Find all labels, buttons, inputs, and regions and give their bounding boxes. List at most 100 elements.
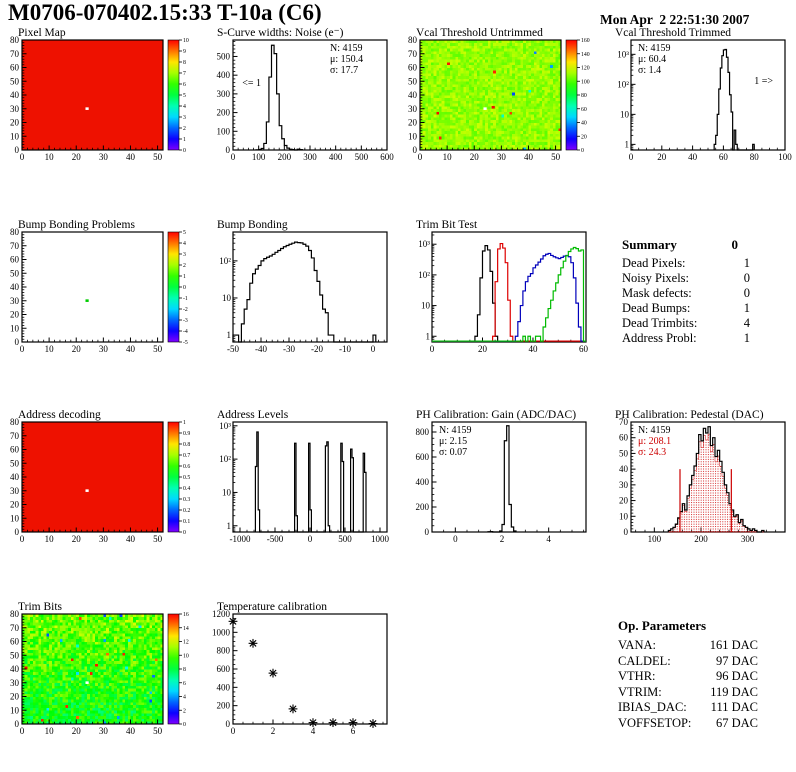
- svg-text:μ: 2.15: μ: 2.15: [439, 436, 467, 447]
- svg-text:200: 200: [416, 502, 430, 512]
- svg-text:Trim Bit Test: Trim Bit Test: [416, 219, 478, 231]
- vcal-untrimmed-chart: Vcal Threshold Untrimmed 0 10 20 30 40 50 0 10 20…: [408, 27, 590, 162]
- svg-text:200: 200: [278, 152, 292, 162]
- op-parameter-row: VTHR: 96 DAC: [618, 669, 758, 685]
- svg-text:10: 10: [10, 131, 20, 141]
- svg-text:30: 30: [10, 296, 20, 306]
- svg-text:PH Calibration: Pedestal (DAC): PH Calibration: Pedestal (DAC): [615, 409, 764, 421]
- svg-text:10: 10: [619, 511, 629, 521]
- svg-text:1 =>: 1 =>: [754, 76, 773, 87]
- svg-text:100: 100: [648, 534, 662, 544]
- svg-text:100: 100: [217, 126, 231, 136]
- svg-text:40: 40: [126, 152, 136, 162]
- svg-text:20: 20: [581, 134, 587, 140]
- summary-value: 4: [743, 316, 750, 330]
- svg-text:8: 8: [183, 60, 186, 66]
- svg-text:Vcal Threshold Trimmed: Vcal Threshold Trimmed: [615, 27, 731, 39]
- panel-bump-problems: Bump Bonding Problems 0 10 20 30 40 50 0 10 20 30 4…: [0, 218, 199, 382]
- summary-row: Mask defects: 0: [622, 286, 750, 301]
- svg-text:50: 50: [619, 448, 629, 458]
- svg-text:20: 20: [10, 310, 20, 320]
- svg-text:3: 3: [183, 115, 186, 121]
- svg-text:40: 40: [581, 121, 587, 127]
- svg-text:10³: 10³: [418, 239, 430, 249]
- svg-text:10: 10: [222, 487, 232, 497]
- vcal-trimmed-chart: Vcal Threshold Trimmed 0 20 40 60 80 100 1 10 10²…: [615, 27, 792, 162]
- bump-bonding-chart: Bump Bonding -50 -40 -30 -20 -10 0 1 10 10²: [217, 219, 388, 354]
- svg-text:100: 100: [581, 79, 590, 85]
- panel-summary: Summary 0 Dead Pixels: 1 Noisy Pixels: 0 Mas…: [597, 218, 796, 382]
- svg-text:10: 10: [183, 38, 189, 44]
- op-parameter-value: 97 DAC: [715, 653, 758, 668]
- svg-text:500: 500: [217, 51, 231, 61]
- svg-text:120: 120: [581, 66, 590, 72]
- svg-text:20: 20: [408, 118, 418, 128]
- op-parameter-label: VTRIM:: [618, 684, 662, 699]
- svg-text:0.3: 0.3: [183, 497, 190, 503]
- svg-text:20: 20: [72, 152, 82, 162]
- panel-address-levels: Address Levels -1000 -500 0 500 1000 1 10 10² 10³: [199, 408, 398, 572]
- svg-text:20: 20: [470, 152, 480, 162]
- op-parameter-label: CALDEL:: [618, 653, 671, 668]
- svg-text:Bump Bonding: Bump Bonding: [217, 219, 288, 231]
- svg-text:20: 20: [10, 118, 20, 128]
- svg-text:50: 50: [153, 152, 163, 162]
- svg-text:10: 10: [620, 109, 630, 119]
- svg-text:10³: 10³: [617, 49, 629, 59]
- svg-text:0: 0: [629, 152, 634, 162]
- svg-text:Pixel Map: Pixel Map: [18, 27, 66, 39]
- svg-text:6: 6: [183, 82, 186, 88]
- op-parameters-title: Op. Parameters: [618, 618, 707, 633]
- svg-text:4: 4: [183, 104, 186, 110]
- panel-scurve-noise: S-Curve widths: Noise (e⁻) 0 100 200 300 400 5…: [199, 26, 398, 190]
- svg-text:0.9: 0.9: [183, 431, 190, 437]
- svg-text:300: 300: [303, 152, 317, 162]
- svg-text:20: 20: [619, 496, 629, 506]
- summary-label: Dead Pixels:: [622, 256, 686, 270]
- svg-text:-40: -40: [255, 344, 267, 354]
- svg-text:0.2: 0.2: [183, 508, 190, 514]
- summary-row: Dead Bumps: 1: [622, 301, 750, 316]
- op-parameter-row: VANA: 161 DAC: [618, 638, 758, 654]
- svg-text:70: 70: [10, 241, 20, 251]
- svg-text:500: 500: [338, 534, 352, 544]
- svg-text:10: 10: [443, 152, 453, 162]
- svg-text:600: 600: [416, 452, 430, 462]
- svg-text:40: 40: [10, 282, 20, 292]
- svg-text:10: 10: [222, 293, 232, 303]
- svg-text:30: 30: [99, 344, 109, 354]
- svg-text:0: 0: [20, 534, 25, 544]
- svg-text:70: 70: [10, 431, 20, 441]
- ph-gain-chart: PH Calibration: Gain (ADC/DAC) 0 2 4 0 200 400…: [416, 409, 587, 544]
- op-parameter-label: VOFFSETOP:: [618, 715, 692, 730]
- svg-text:0: 0: [430, 344, 435, 354]
- svg-text:40: 40: [619, 464, 629, 474]
- panel-vcal-trimmed: Vcal Threshold Trimmed 0 20 40 60 80 100 1 10 10²…: [597, 26, 796, 190]
- svg-text:40: 40: [524, 152, 534, 162]
- svg-text:0: 0: [183, 530, 186, 536]
- svg-text:-10: -10: [339, 344, 351, 354]
- svg-text:1: 1: [625, 139, 630, 149]
- svg-text:-500: -500: [267, 534, 284, 544]
- svg-text:50: 50: [10, 268, 20, 278]
- svg-text:30: 30: [619, 480, 629, 490]
- svg-text:Vcal Threshold Untrimmed: Vcal Threshold Untrimmed: [416, 27, 543, 39]
- svg-text:-5: -5: [183, 340, 188, 346]
- svg-text:30: 30: [408, 104, 418, 114]
- svg-text:0.8: 0.8: [183, 442, 190, 448]
- svg-text:70: 70: [408, 49, 418, 59]
- svg-text:0: 0: [15, 527, 20, 537]
- summary-value: 0: [743, 271, 750, 285]
- svg-text:N: 4159: N: 4159: [638, 43, 671, 54]
- trimbit-test-chart: Trim Bit Test 0 20 40 60 1 10 10² 10³: [416, 219, 588, 354]
- svg-text:50: 50: [10, 458, 20, 468]
- svg-text:-2: -2: [183, 307, 188, 313]
- svg-text:30: 30: [10, 104, 20, 114]
- svg-text:10: 10: [45, 344, 55, 354]
- svg-text:50: 50: [153, 534, 163, 544]
- summary-title: Summary: [622, 237, 677, 252]
- panel-trimbit-test: Trim Bit Test 0 20 40 60 1 10 10² 10³: [398, 218, 597, 382]
